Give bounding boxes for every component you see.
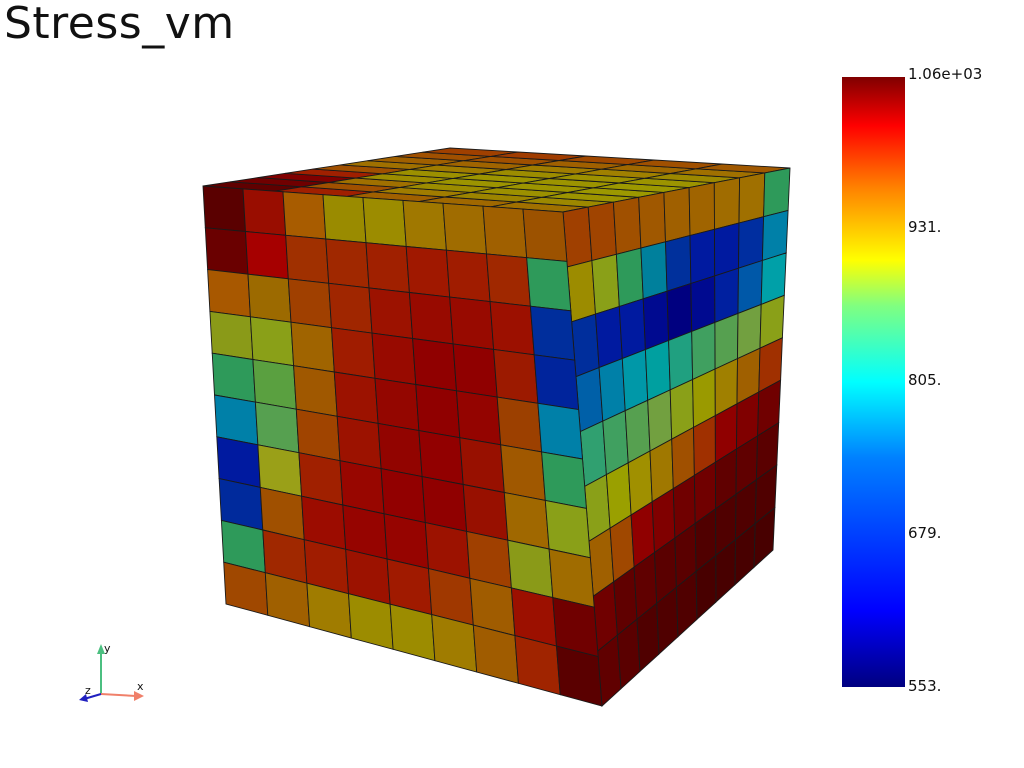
side-face-cell [566,260,596,323]
side-face-cell [598,357,626,422]
front-face-cell [537,402,583,460]
front-face-cell [204,227,249,275]
side-face-cell [618,298,646,360]
side-face-cell [753,506,776,569]
front-face-cell [442,202,487,255]
side-face-cell [663,187,691,243]
front-face-cell [456,390,502,446]
side-face-cell [621,348,649,412]
side-face-cell [612,196,642,255]
x-axis-line [100,693,137,697]
side-face-cell [615,247,644,308]
side-face-cell [689,228,716,285]
y-axis-label: y [104,642,111,655]
front-face-cell [254,401,300,454]
z-axis-label: z [85,684,91,697]
front-face-cell [449,296,495,350]
front-face-cell [415,383,461,439]
front-face-cell [252,358,297,410]
side-face-cell [638,191,666,249]
side-face-cell [595,305,623,369]
front-face-cell [368,287,414,340]
front-face-cell [365,242,410,294]
front-face-cell [325,238,370,289]
front-face-cell [374,377,420,432]
side-face-cell [738,172,766,224]
front-face-cell [377,422,423,478]
front-face-cell [245,231,289,280]
front-face-cell [405,246,451,298]
front-face-cell [402,199,447,251]
plot-title: Stress_vm [4,0,235,49]
front-face-cell [322,194,367,244]
front-face-cell [493,348,539,404]
side-face-cell [640,241,668,300]
front-face-cell [500,444,546,501]
front-face-cell [408,291,454,345]
x-axis-label: x [137,680,144,693]
front-face-cell [247,273,292,323]
front-face-cell [482,205,528,259]
front-face-cell [445,249,491,303]
side-face-cell [562,206,593,268]
front-face-cell [489,301,535,356]
front-face-cell [282,191,327,240]
front-face-cell [207,269,251,318]
side-face-cell [666,282,693,342]
colorbar-label-min: 553. [908,677,942,695]
cube-front-face [202,185,603,707]
x-axis-arrow [134,691,144,701]
front-face-cell [362,197,407,247]
side-face-cell [761,209,789,262]
side-face-cell [688,182,715,237]
side-face-cell [591,253,620,315]
front-face-cell [412,337,457,392]
front-face-cell [331,327,376,379]
front-face-cell [333,371,379,424]
front-face-cell [336,415,382,470]
front-face-cell [290,321,335,373]
front-face-cell [529,305,576,361]
side-face-cell [714,222,740,277]
front-face-cell [541,451,587,509]
front-face-cell [202,185,246,232]
side-face-cell [690,275,716,333]
orientation-axes-widget: y x z [79,642,144,702]
front-face-cell [295,408,341,462]
front-face-cell [486,253,531,307]
front-face-cell [526,257,572,312]
side-face-cell [713,177,741,230]
colorbar-label-931: 931. [908,218,942,236]
front-face-cell [459,437,505,494]
z-axis-arrow [79,694,88,702]
front-face-cell [556,645,603,707]
front-face-cell [209,310,254,361]
front-face-cell [328,282,373,334]
side-face-cell [665,234,692,292]
front-face-cell [242,188,287,236]
side-face-cell [738,216,765,269]
side-face-cell [642,290,670,351]
side-face-cell [571,313,600,378]
front-face-cell [452,343,498,398]
front-face-cell [533,354,580,411]
side-face-cell [587,201,617,262]
front-face-cell [418,430,464,486]
front-face-cell [285,234,330,284]
cube-side-face [562,167,791,707]
front-face-cell [522,208,568,262]
front-face-cell [293,365,338,417]
front-face-cell [249,316,295,367]
colorbar-label-max: 1.06e+03 [908,65,983,83]
side-face-cell [763,167,791,218]
front-face-cell [496,396,543,453]
y-axis-arrow [97,644,105,654]
colorbar-label-679: 679. [908,524,942,542]
front-face-cell [211,352,256,403]
colorbar-gradient [842,77,905,687]
front-face-cell [287,278,332,329]
front-face-cell [371,332,417,386]
colorbar-label-805: 805. [908,371,942,389]
